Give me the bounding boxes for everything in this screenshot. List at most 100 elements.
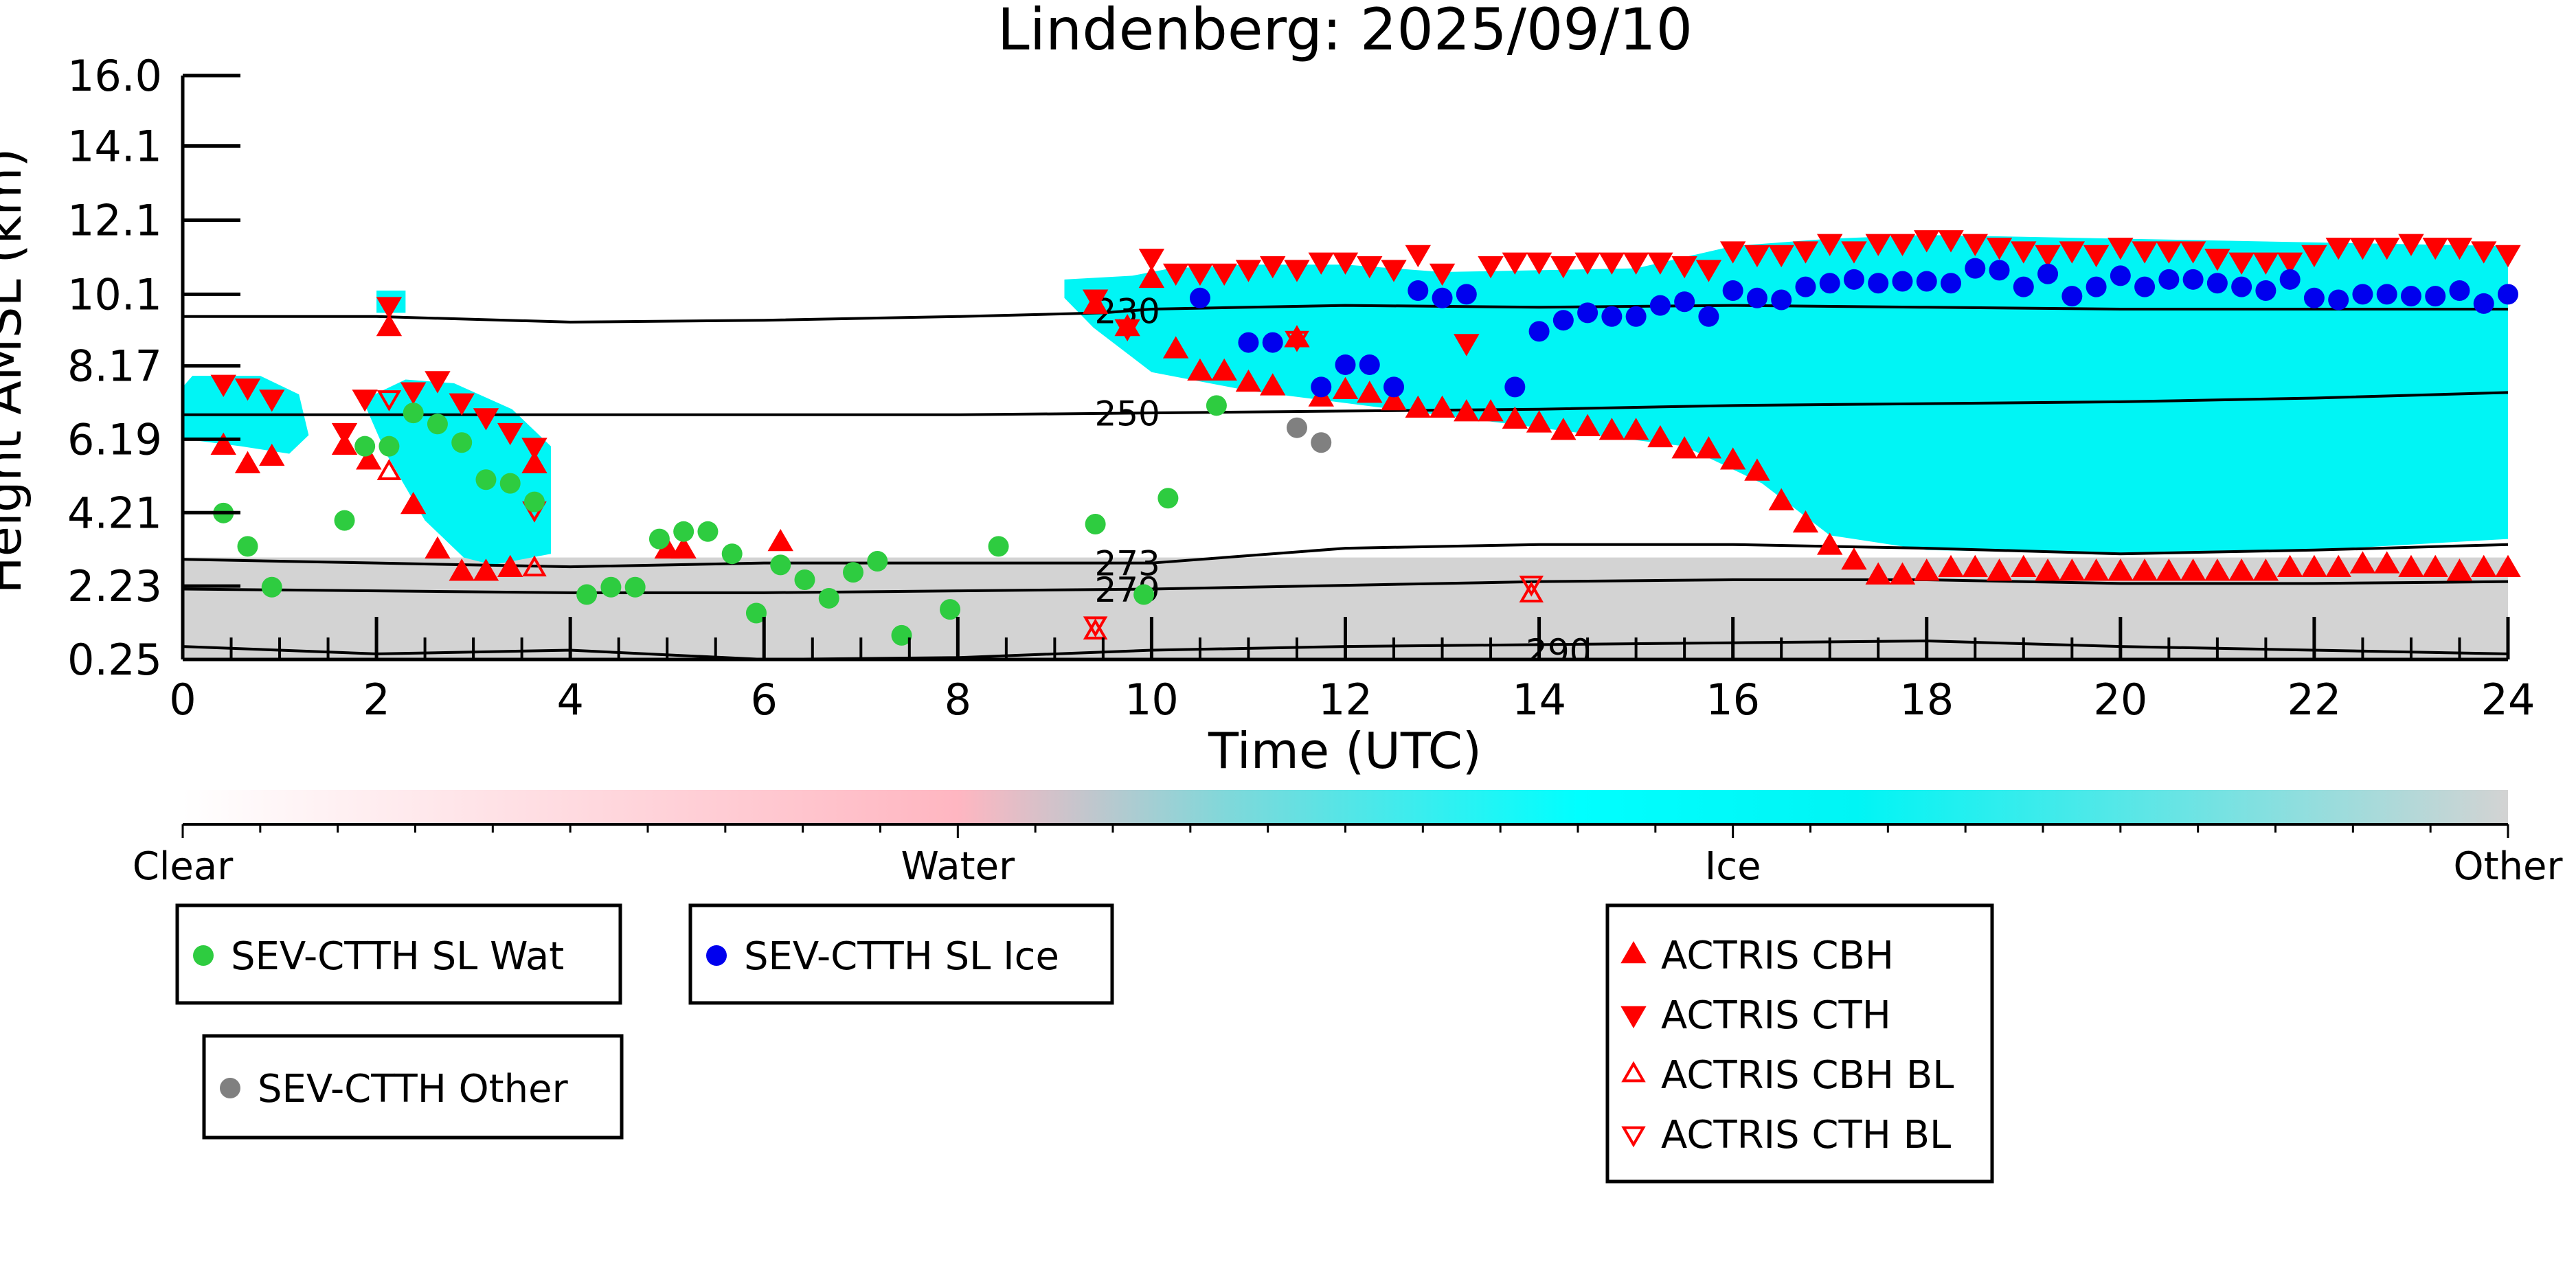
data-point — [1429, 263, 1456, 286]
data-point — [1841, 547, 1867, 570]
data-markers — [210, 230, 2521, 646]
legend-entry: ACTRIS CTH BL — [1661, 1113, 1951, 1157]
data-point — [2279, 269, 2301, 290]
data-point — [1623, 252, 1649, 275]
data-point — [234, 451, 261, 473]
data-point — [2132, 558, 2158, 581]
data-point — [1938, 554, 1964, 578]
data-point — [2158, 269, 2180, 290]
data-point — [475, 469, 497, 490]
x-tick-label: 24 — [2481, 675, 2535, 725]
data-point — [521, 438, 547, 460]
data-point — [1133, 584, 1155, 605]
y-tick-label: 0.25 — [67, 635, 162, 685]
contour-label-273: 273 — [1094, 544, 1160, 584]
data-point — [523, 491, 545, 512]
data-point — [648, 528, 670, 550]
data-point — [2471, 554, 2497, 578]
data-point — [673, 521, 694, 542]
data-point — [1286, 417, 1307, 438]
chart-title: Lindenberg: 2025/09/10 — [997, 0, 1693, 63]
legend-marker — [1621, 1126, 1646, 1148]
data-point — [1429, 395, 1456, 418]
legend-marker — [706, 945, 727, 966]
data-point — [2134, 276, 2156, 297]
data-point — [2108, 558, 2134, 581]
data-point — [2276, 252, 2303, 275]
data-point — [2422, 237, 2448, 260]
legend-frame — [202, 1034, 624, 1140]
data-point — [2349, 551, 2376, 574]
data-point — [1211, 358, 1237, 381]
data-point — [1162, 336, 1189, 359]
x-tick-label: 0 — [169, 675, 196, 725]
y-tick-label: 6.19 — [67, 414, 162, 464]
data-point — [1138, 265, 1165, 289]
data-point — [354, 436, 376, 457]
data-point — [818, 587, 839, 609]
data-point — [2325, 554, 2351, 578]
data-point — [1986, 558, 2013, 581]
data-point — [1157, 488, 1179, 509]
x-tick-label: 6 — [751, 675, 778, 725]
data-point — [2252, 252, 2279, 275]
legend-entry: SEV-CTTH Other — [258, 1067, 569, 1111]
data-point — [2011, 241, 2037, 264]
data-point — [1914, 230, 1940, 253]
data-point — [1478, 399, 1504, 422]
data-point — [1235, 260, 1262, 282]
legend-entry: SEV-CTTH SL Ice — [744, 934, 1059, 979]
data-point — [2446, 558, 2473, 581]
data-point — [2449, 280, 2470, 302]
data-point — [1519, 581, 1544, 602]
data-point — [1746, 287, 1767, 308]
legend-frame — [175, 903, 622, 1005]
data-point — [2328, 289, 2349, 310]
legend-frame — [688, 903, 1114, 1005]
data-point — [2059, 558, 2086, 581]
data-point — [1383, 376, 1405, 398]
data-point — [1768, 488, 1794, 510]
data-point — [1817, 532, 1843, 555]
legend-box: SEV-CTTH Other — [202, 1034, 624, 1140]
data-point — [1285, 330, 1309, 352]
data-point — [697, 521, 719, 542]
data-point — [400, 382, 427, 405]
data-point — [1238, 332, 1259, 353]
data-point — [1311, 432, 1332, 453]
data-point — [2303, 287, 2325, 308]
data-point — [2108, 237, 2134, 260]
data-point — [1478, 256, 1504, 279]
legend-marker — [1620, 940, 1647, 964]
data-point — [2373, 237, 2400, 260]
data-point — [2422, 554, 2448, 578]
data-point — [1574, 252, 1601, 275]
legend-marker — [1620, 1006, 1647, 1029]
data-point — [1357, 256, 1383, 279]
data-point — [624, 576, 646, 598]
data-point — [1647, 252, 1673, 275]
series-actris-cbh — [210, 265, 2521, 585]
data-point — [1550, 256, 1577, 279]
data-point — [1405, 395, 1431, 418]
data-point — [1311, 376, 1332, 398]
x-tick-label: 22 — [2287, 675, 2341, 725]
data-point — [1357, 381, 1383, 403]
data-point — [1082, 289, 1109, 312]
colorbar: Clear Water Ice Other — [133, 790, 2563, 889]
contour-line-279 — [183, 578, 2508, 594]
data-point — [2037, 263, 2059, 284]
data-point — [1768, 245, 1794, 268]
data-point — [1083, 616, 1108, 638]
contour-line-250 — [183, 391, 2508, 416]
data-point — [259, 443, 285, 466]
data-point — [1671, 256, 1697, 279]
legend-marker — [220, 1078, 240, 1098]
data-point — [2083, 245, 2110, 268]
data-point — [237, 536, 258, 557]
data-point — [891, 624, 912, 646]
x-tick-label: 10 — [1125, 675, 1179, 725]
data-point — [988, 536, 1009, 557]
x-tick-label: 4 — [556, 675, 583, 725]
